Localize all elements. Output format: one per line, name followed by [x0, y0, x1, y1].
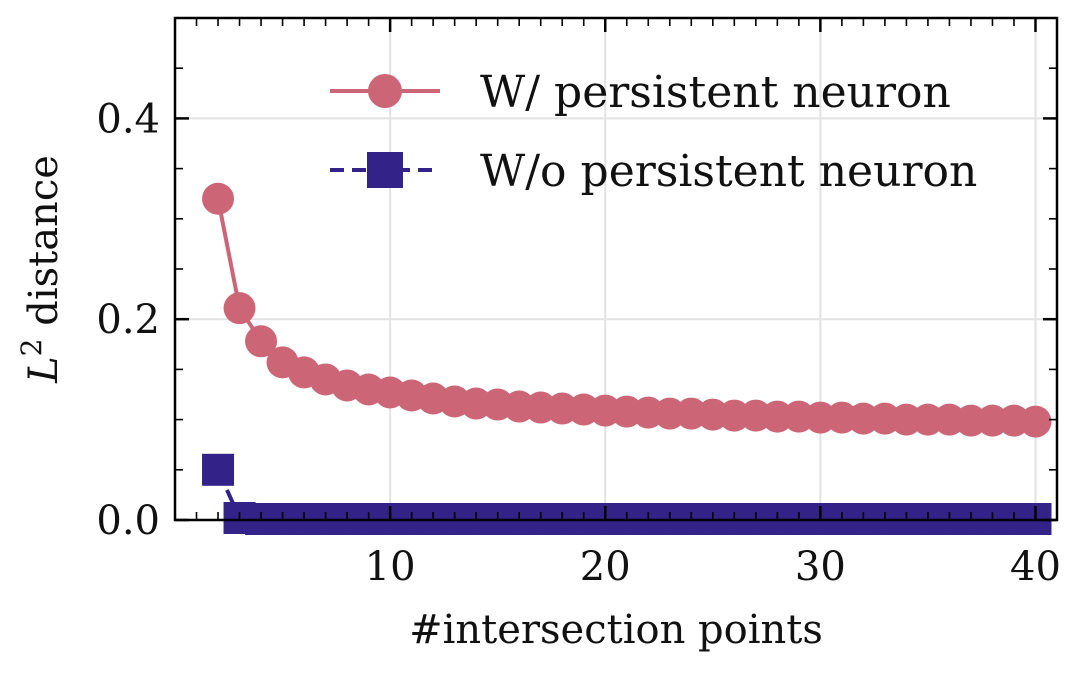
legend: W/ persistent neuron W/o persistent neur…	[330, 67, 977, 197]
ticks: 10 20 30 40 0.0 0.2 0.4	[96, 18, 1061, 590]
x-tick-label: 20	[580, 544, 631, 590]
legend-label-with-persistent: W/ persistent neuron	[480, 67, 951, 118]
data-point	[245, 325, 278, 358]
y-axis-label-sup: 2	[15, 339, 48, 357]
y-axis-label-base: L	[21, 356, 67, 384]
data-point	[1019, 405, 1052, 438]
legend-label-without-persistent: W/o persistent neuron	[480, 146, 977, 197]
series-with-persistent-neuron	[202, 182, 1052, 438]
legend-marker-with-persistent	[368, 74, 402, 108]
x-tick-label: 30	[795, 544, 846, 590]
grid	[175, 18, 1057, 520]
plot-area	[202, 182, 1052, 535]
series-without-persistent-neuron	[202, 453, 1052, 535]
x-tick-label: 40	[1010, 544, 1061, 590]
x-axis-label: #intersection points	[409, 607, 823, 653]
y-tick-label: 0.4	[96, 96, 160, 142]
data-point	[202, 182, 235, 215]
y-axis-label-rest: distance	[21, 155, 67, 338]
x-tick-label: 10	[365, 544, 416, 590]
data-point	[202, 453, 235, 486]
legend-marker-without-persistent	[367, 152, 403, 188]
y-axis-label: L2 distance	[15, 155, 67, 384]
y-tick-label: 0.0	[96, 498, 160, 544]
y-tick-label: 0.2	[96, 297, 160, 343]
data-point	[223, 292, 256, 325]
